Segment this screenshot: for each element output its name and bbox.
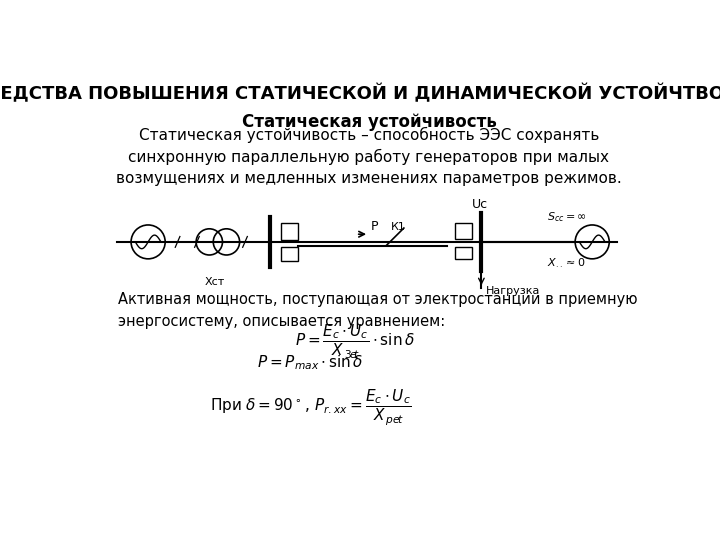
Bar: [455, 224, 472, 239]
Text: Статическая устойчивость: Статическая устойчивость: [242, 112, 496, 131]
Bar: [455, 247, 472, 259]
Text: СРЕДСТВА ПОВЫШЕНИЯ СТАТИЧЕСКОЙ И ДИНАМИЧЕСКОЙ УСТОЙЧТВОСТИ: СРЕДСТВА ПОВЫШЕНИЯ СТАТИЧЕСКОЙ И ДИНАМИЧ…: [0, 84, 720, 103]
Text: Активная мощность, поступающая от электростанции в приемную
энергосистему, описы: Активная мощность, поступающая от электр…: [118, 292, 637, 329]
Text: P: P: [371, 220, 378, 233]
Text: Хст: Хст: [204, 277, 225, 287]
Bar: [282, 222, 299, 240]
Bar: [282, 247, 299, 261]
Text: К1: К1: [391, 222, 405, 232]
Text: $S_{cc} = \infty$: $S_{cc} = \infty$: [547, 211, 587, 224]
Text: $P = \dfrac{E_c \cdot U_c}{X_{\,3\!e\!t}} \cdot \sin\delta$: $P = \dfrac{E_c \cdot U_c}{X_{\,3\!e\!t}…: [295, 323, 415, 361]
Text: Uc: Uc: [472, 198, 488, 211]
Text: Статическая устойчивость – способность ЭЭС сохранять
синхронную параллельную раб: Статическая устойчивость – способность Э…: [116, 126, 622, 186]
Text: $P = P_{max} \cdot \sin\delta$: $P = P_{max} \cdot \sin\delta$: [256, 354, 363, 372]
Text: $\mathrm{При}\;\delta = 90^\circ,\, P_{r.xx} = \dfrac{E_c \cdot U_c}{X_{\,pe\!t}: $\mathrm{При}\;\delta = 90^\circ,\, P_{r…: [210, 388, 412, 428]
Text: $X_{..} \approx 0$: $X_{..} \approx 0$: [547, 256, 585, 271]
Text: Нагрузка: Нагрузка: [486, 286, 541, 296]
